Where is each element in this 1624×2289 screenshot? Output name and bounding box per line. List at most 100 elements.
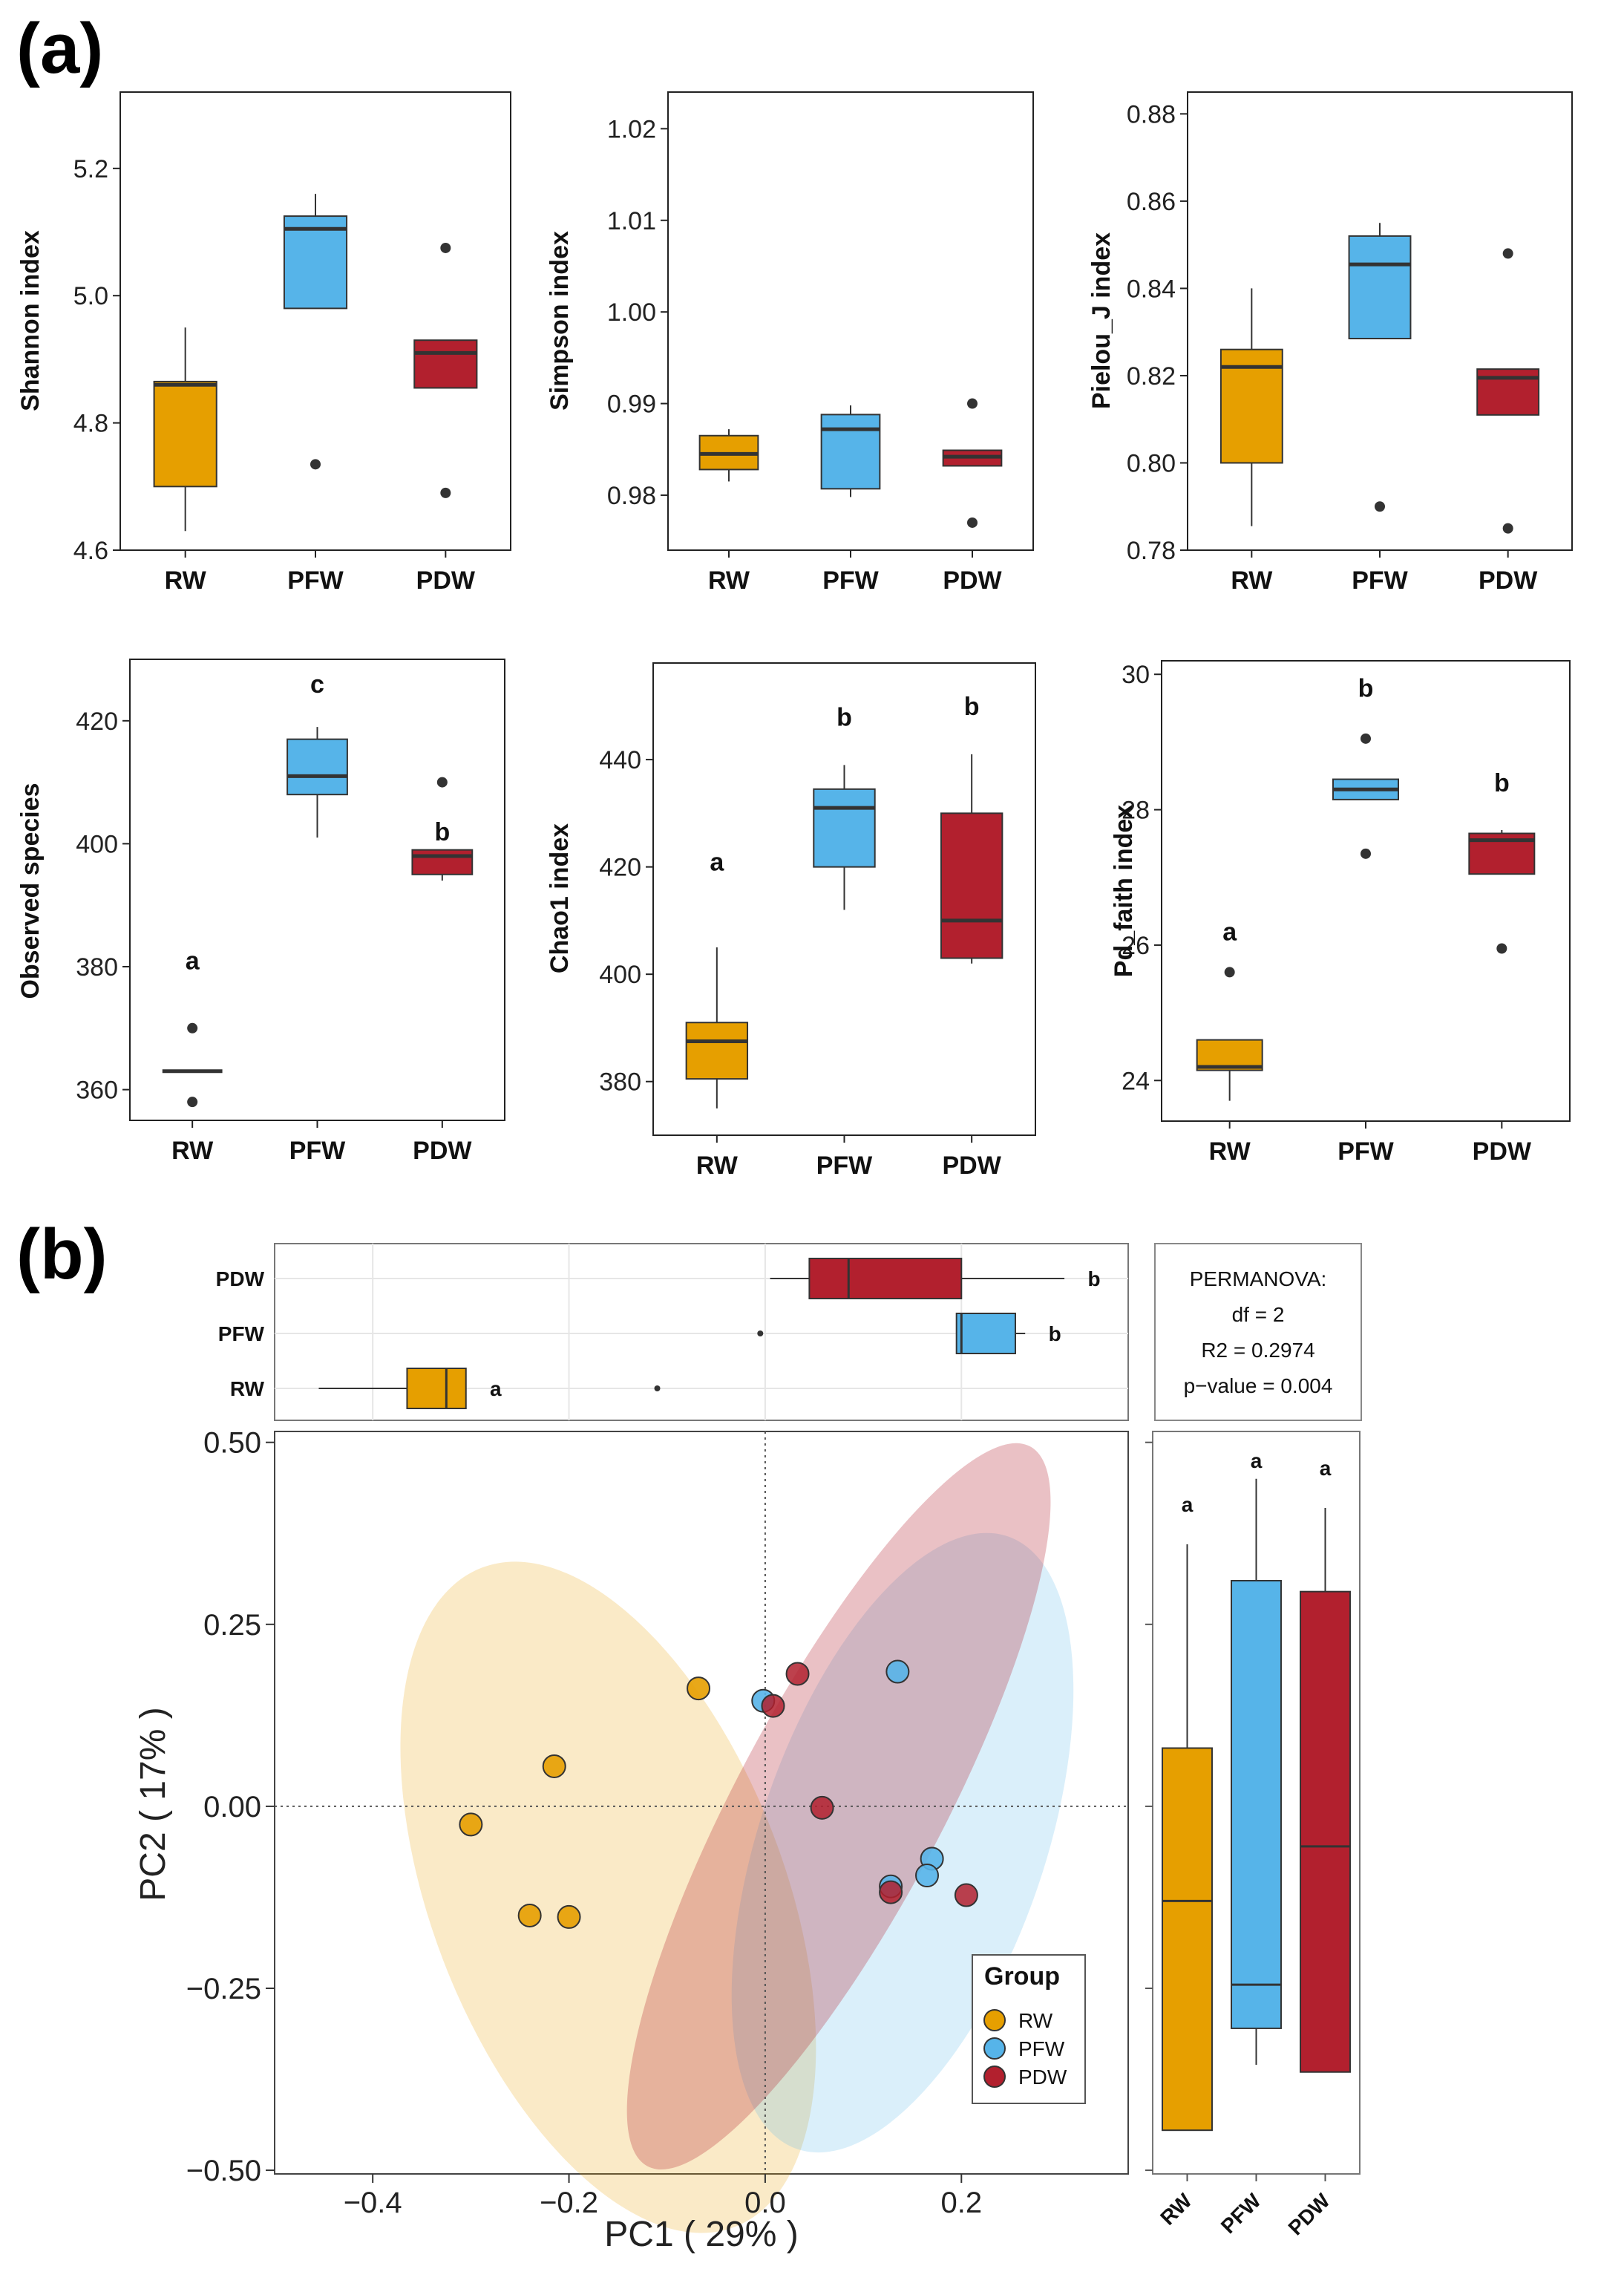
observed-ytick-label: 420 bbox=[76, 708, 118, 736]
pielou-ytick-label: 0.88 bbox=[1127, 100, 1176, 128]
scatter-xtick-label: −0.2 bbox=[540, 2187, 598, 2219]
pdfaith-sig-letter: b bbox=[1358, 674, 1374, 702]
point-pfw bbox=[915, 1864, 940, 1888]
chao1-y-axis-label: Chao1 index bbox=[546, 823, 574, 973]
shannon-box-rw bbox=[153, 380, 217, 488]
pdfaith-outlier-rw bbox=[1224, 967, 1235, 978]
pc1-marginal-boxplot: PDW b PFW b RW a bbox=[216, 1243, 1129, 1421]
shannon-outlier-pdw bbox=[440, 487, 451, 498]
right-marginal-box-pdw bbox=[1300, 1590, 1351, 2073]
permanova-title: PERMANOVA: bbox=[1190, 1267, 1327, 1290]
point-rw bbox=[687, 1676, 711, 1701]
simpson-outlier-pdw bbox=[967, 517, 978, 528]
simpson-ytick-label: 1.02 bbox=[607, 115, 656, 143]
pielou-outlier-pdw bbox=[1502, 248, 1513, 259]
observed-outlier-rw bbox=[187, 1097, 198, 1108]
simpson-box-pfw bbox=[820, 414, 881, 490]
scatter-ytick-label: 0.50 bbox=[203, 1427, 261, 1460]
pielou-xtick-label: PFW bbox=[1352, 566, 1408, 595]
pdfaith-outlier-pdw bbox=[1496, 943, 1507, 954]
pc2-marginal-boxplot: a RW a PFW a PDW bbox=[1145, 1431, 1361, 2240]
legend-swatch-pfw bbox=[983, 2037, 1006, 2060]
point-rw bbox=[542, 1754, 566, 1778]
pdfaith-outlier-pfw bbox=[1361, 733, 1371, 744]
pdfaith-xtick-label: PFW bbox=[1337, 1137, 1394, 1166]
simpson-xtick-label: PFW bbox=[822, 566, 879, 595]
point-pdw bbox=[879, 1880, 903, 1904]
scatter-xtick-label: 0.0 bbox=[744, 2187, 786, 2219]
observed-sig-letter: a bbox=[186, 947, 200, 976]
ellipse-rw bbox=[400, 1561, 816, 2233]
point-pdw bbox=[954, 1883, 978, 1907]
scatter-ytick-label: 0.25 bbox=[203, 1609, 261, 1642]
legend-title: Group bbox=[984, 1962, 1060, 1991]
pielou-boxplot: 0.78 0.80 0.82 0.84 0.86 0.88 RW PFW PDW Pielou_J… bbox=[1087, 91, 1573, 595]
shannon-outlier-pdw bbox=[440, 242, 451, 253]
pdfaith-ytick-label: 26 bbox=[1122, 932, 1150, 960]
pdfaith-ytick-label: 28 bbox=[1122, 797, 1150, 825]
pielou-outlier-pfw bbox=[1375, 501, 1385, 512]
chao1-ytick-label: 380 bbox=[599, 1068, 641, 1097]
chao1-sig-letter: a bbox=[710, 848, 724, 876]
observed-species-boxplot: 360 380 400 420 RW PFW PDW Observed species a c b bbox=[16, 659, 505, 1165]
simpson-xtick-label: RW bbox=[708, 566, 750, 595]
observed-box-pfw bbox=[287, 738, 348, 796]
right-marginal-sig-letter: a bbox=[1320, 1457, 1332, 1480]
pielou-ytick-label: 0.78 bbox=[1127, 537, 1176, 565]
observed-box-pdw bbox=[411, 849, 474, 875]
top-marginal-box-pdw bbox=[808, 1258, 963, 1299]
legend-label-rw: RW bbox=[1018, 2009, 1053, 2032]
chao1-box-pdw bbox=[940, 812, 1003, 959]
simpson-boxplot: 0.98 0.99 1.00 1.01 1.02 RW PFW PDW Simpson inde… bbox=[546, 91, 1034, 595]
simpson-ytick-label: 1.00 bbox=[607, 298, 656, 327]
shannon-boxplot: 4.6 4.8 5.0 5.2 RW PFW PDW Shannon index bbox=[16, 91, 511, 595]
observed-xtick-label: PFW bbox=[289, 1137, 346, 1165]
scatter-ytick-label: 0.00 bbox=[203, 1791, 261, 1823]
permanova-box: PERMANOVA: df = 2 R2 = 0.2974 p−value = … bbox=[1154, 1243, 1362, 1421]
pielou-xtick-label: RW bbox=[1231, 566, 1273, 595]
chao1-sig-letter: b bbox=[964, 693, 980, 721]
pdfaith-y-axis-label: Pd_faith index bbox=[1110, 805, 1138, 977]
pielou-ytick-label: 0.84 bbox=[1127, 275, 1176, 303]
simpson-xtick-label: PDW bbox=[943, 566, 1002, 595]
shannon-y-axis-label: Shannon index bbox=[16, 230, 45, 411]
top-marginal-box-rw bbox=[406, 1368, 467, 1409]
scatter-xtick-label: −0.4 bbox=[344, 2187, 402, 2219]
observed-xtick-label: PDW bbox=[413, 1137, 472, 1165]
observed-y-axis-label: Observed species bbox=[16, 783, 45, 999]
observed-ytick-label: 380 bbox=[76, 953, 118, 982]
observed-ytick-label: 400 bbox=[76, 830, 118, 858]
simpson-ytick-label: 0.98 bbox=[607, 482, 656, 510]
pcoa-scatter: −0.50 −0.25 0.00 0.25 0.50 −0.4 −0.2 0.0 0.2 PC1 … bbox=[134, 1427, 1129, 2254]
pd-faith-boxplot: 24 26 28 30 RW PFW PDW Pd_faith index a b b bbox=[1110, 660, 1571, 1166]
simpson-ytick-label: 0.99 bbox=[607, 391, 656, 419]
pdfaith-xtick-label: PDW bbox=[1473, 1137, 1532, 1166]
y-axis-label: PC2 ( 17% ) bbox=[134, 1707, 173, 1901]
top-marginal-outlier-pfw bbox=[757, 1330, 764, 1336]
shannon-xtick-label: RW bbox=[165, 566, 207, 595]
point-rw bbox=[557, 1904, 581, 1929]
point-pdw bbox=[810, 1795, 834, 1820]
right-marginal-category: PDW bbox=[1284, 2189, 1335, 2240]
chao1-xtick-label: PDW bbox=[943, 1152, 1002, 1180]
legend-label-pfw: PFW bbox=[1018, 2037, 1065, 2060]
permanova-df: df = 2 bbox=[1232, 1303, 1285, 1326]
observed-sig-letter: c bbox=[310, 670, 324, 699]
top-marginal-box-pfw bbox=[955, 1313, 1016, 1354]
simpson-y-axis-label: Simpson index bbox=[546, 231, 574, 411]
shannon-ytick-label: 5.0 bbox=[73, 282, 108, 310]
point-pdw bbox=[761, 1694, 785, 1718]
pdfaith-xtick-label: RW bbox=[1209, 1137, 1251, 1166]
shannon-xtick-label: PDW bbox=[416, 566, 476, 595]
simpson-ytick-label: 1.01 bbox=[607, 207, 656, 235]
pielou-box-pfw bbox=[1348, 235, 1412, 340]
top-marginal-category: PFW bbox=[218, 1322, 265, 1345]
pdfaith-ytick-label: 24 bbox=[1122, 1067, 1150, 1095]
scatter-xtick-label: 0.2 bbox=[940, 2187, 982, 2219]
shannon-ytick-label: 5.2 bbox=[73, 155, 108, 183]
x-axis-label: PC1 ( 29% ) bbox=[604, 2215, 798, 2254]
permanova-r2: R2 = 0.2974 bbox=[1201, 1339, 1314, 1362]
right-marginal-box-pfw bbox=[1231, 1579, 1282, 2029]
observed-ytick-label: 360 bbox=[76, 1077, 118, 1105]
scatter-ytick-label: −0.50 bbox=[186, 2155, 261, 2187]
